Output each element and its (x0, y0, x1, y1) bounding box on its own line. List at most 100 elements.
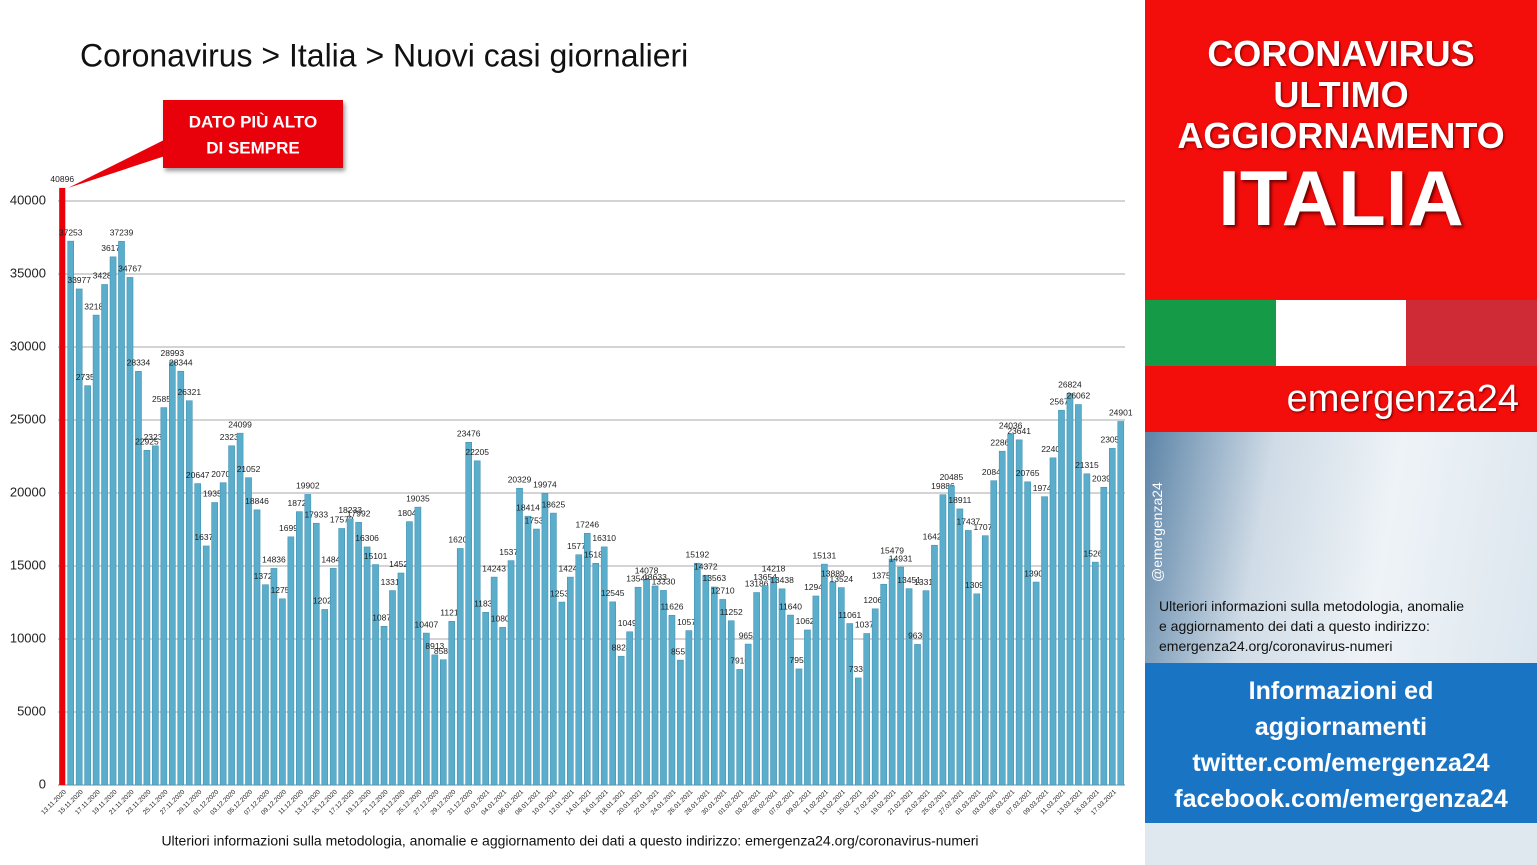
bar (533, 528, 540, 786)
bar (406, 521, 413, 786)
bar (169, 361, 176, 786)
data-label: 11061 (838, 610, 861, 620)
bar (262, 584, 269, 786)
data-label: 16202 (448, 535, 472, 545)
data-label: 14522 (389, 559, 413, 569)
data-label: 15773 (567, 541, 591, 551)
bar (965, 530, 972, 786)
data-label: 14840 (321, 555, 345, 565)
bar (75, 288, 83, 786)
data-label: 14218 (762, 564, 786, 574)
data-label: 28334 (127, 358, 151, 368)
data-label: 23236 (220, 432, 244, 442)
callout-text: DI SEMPRE (206, 138, 300, 157)
chart-title: Coronavirus > Italia > Nuovi casi giorna… (80, 37, 688, 73)
data-label: 10800 (491, 614, 515, 624)
bar (778, 588, 786, 786)
data-label: 17246 (575, 519, 599, 529)
headline: ULTIMO (1273, 74, 1409, 115)
brand-box: emergenza24 (1145, 366, 1537, 432)
bar (482, 612, 489, 786)
bar (414, 506, 422, 786)
data-label: 10578 (677, 617, 701, 627)
data-label: 32188 (84, 301, 108, 311)
data-label: 16374 (194, 532, 218, 542)
bar (770, 577, 777, 786)
data-label: 26824 (1058, 380, 1082, 390)
bar (804, 629, 811, 786)
bar (660, 590, 667, 786)
bar (279, 598, 286, 786)
data-label: 13633 (643, 572, 667, 582)
bar (888, 558, 896, 786)
data-label: 13314 (914, 577, 938, 587)
data-label: 12532 (550, 588, 574, 598)
bar (710, 586, 718, 786)
data-label: 14241 (559, 563, 583, 573)
bar (719, 599, 727, 786)
data-label: 11212 (440, 608, 463, 618)
data-label: 28344 (169, 357, 193, 367)
bar (694, 562, 701, 786)
bar (592, 563, 600, 786)
data-label: 15187 (584, 550, 608, 560)
bar (126, 277, 134, 786)
bar (321, 609, 329, 786)
bar (1100, 486, 1108, 786)
data-label: 25673 (1050, 396, 1074, 406)
data-label: 24099 (228, 419, 252, 429)
bar (389, 590, 396, 786)
data-label: 18726 (288, 498, 312, 508)
bar (160, 407, 168, 786)
bar (541, 493, 549, 786)
social-line: aggiornamenti (1254, 713, 1428, 741)
bar (617, 655, 625, 786)
bar (380, 626, 388, 786)
bar (744, 643, 752, 786)
data-label: 10378 (855, 620, 879, 630)
data-label: 19035 (406, 493, 430, 503)
data-label: 15131 (813, 550, 837, 560)
bar (219, 482, 227, 786)
bar (245, 477, 252, 786)
bar (609, 601, 616, 786)
bar (914, 644, 921, 786)
data-label: 37239 (110, 228, 134, 238)
data-label: 13318 (381, 577, 405, 587)
data-label: 17437 (957, 517, 981, 527)
bar (499, 627, 506, 786)
data-label: 15101 (364, 551, 388, 561)
bar (787, 614, 794, 786)
y-tick-label: 0 (39, 776, 46, 791)
data-label: 26321 (177, 387, 201, 397)
data-label: 22205 (465, 447, 489, 457)
data-label: 7916 (730, 656, 749, 666)
data-label: 20396 (1092, 473, 1116, 483)
bar (185, 400, 193, 786)
bar (440, 659, 447, 786)
bar (490, 576, 498, 786)
y-tick-label: 40000 (10, 192, 46, 207)
bar (795, 668, 803, 786)
bar (287, 536, 295, 786)
bar (346, 518, 354, 786)
data-label: 15267 (1084, 548, 1108, 558)
bar (1058, 409, 1065, 786)
data-label: 13186 (745, 579, 769, 589)
data-label: 13563 (702, 573, 726, 583)
data-label: 9630 (908, 631, 927, 641)
flag (1145, 300, 1537, 366)
data-label: 12545 (601, 588, 625, 598)
footnote: Ulteriori informazioni sulla metodologia… (161, 833, 978, 849)
data-label: 16998 (279, 523, 303, 533)
data-label: 13753 (872, 570, 896, 580)
data-label: 24036 (999, 420, 1023, 430)
data-label: 12025 (313, 596, 337, 606)
bar (431, 654, 439, 786)
data-label: 34283 (93, 271, 117, 281)
data-label: 34767 (118, 264, 142, 274)
bar (304, 494, 312, 786)
bar (338, 528, 345, 786)
bar (152, 445, 159, 786)
bar (990, 480, 998, 786)
